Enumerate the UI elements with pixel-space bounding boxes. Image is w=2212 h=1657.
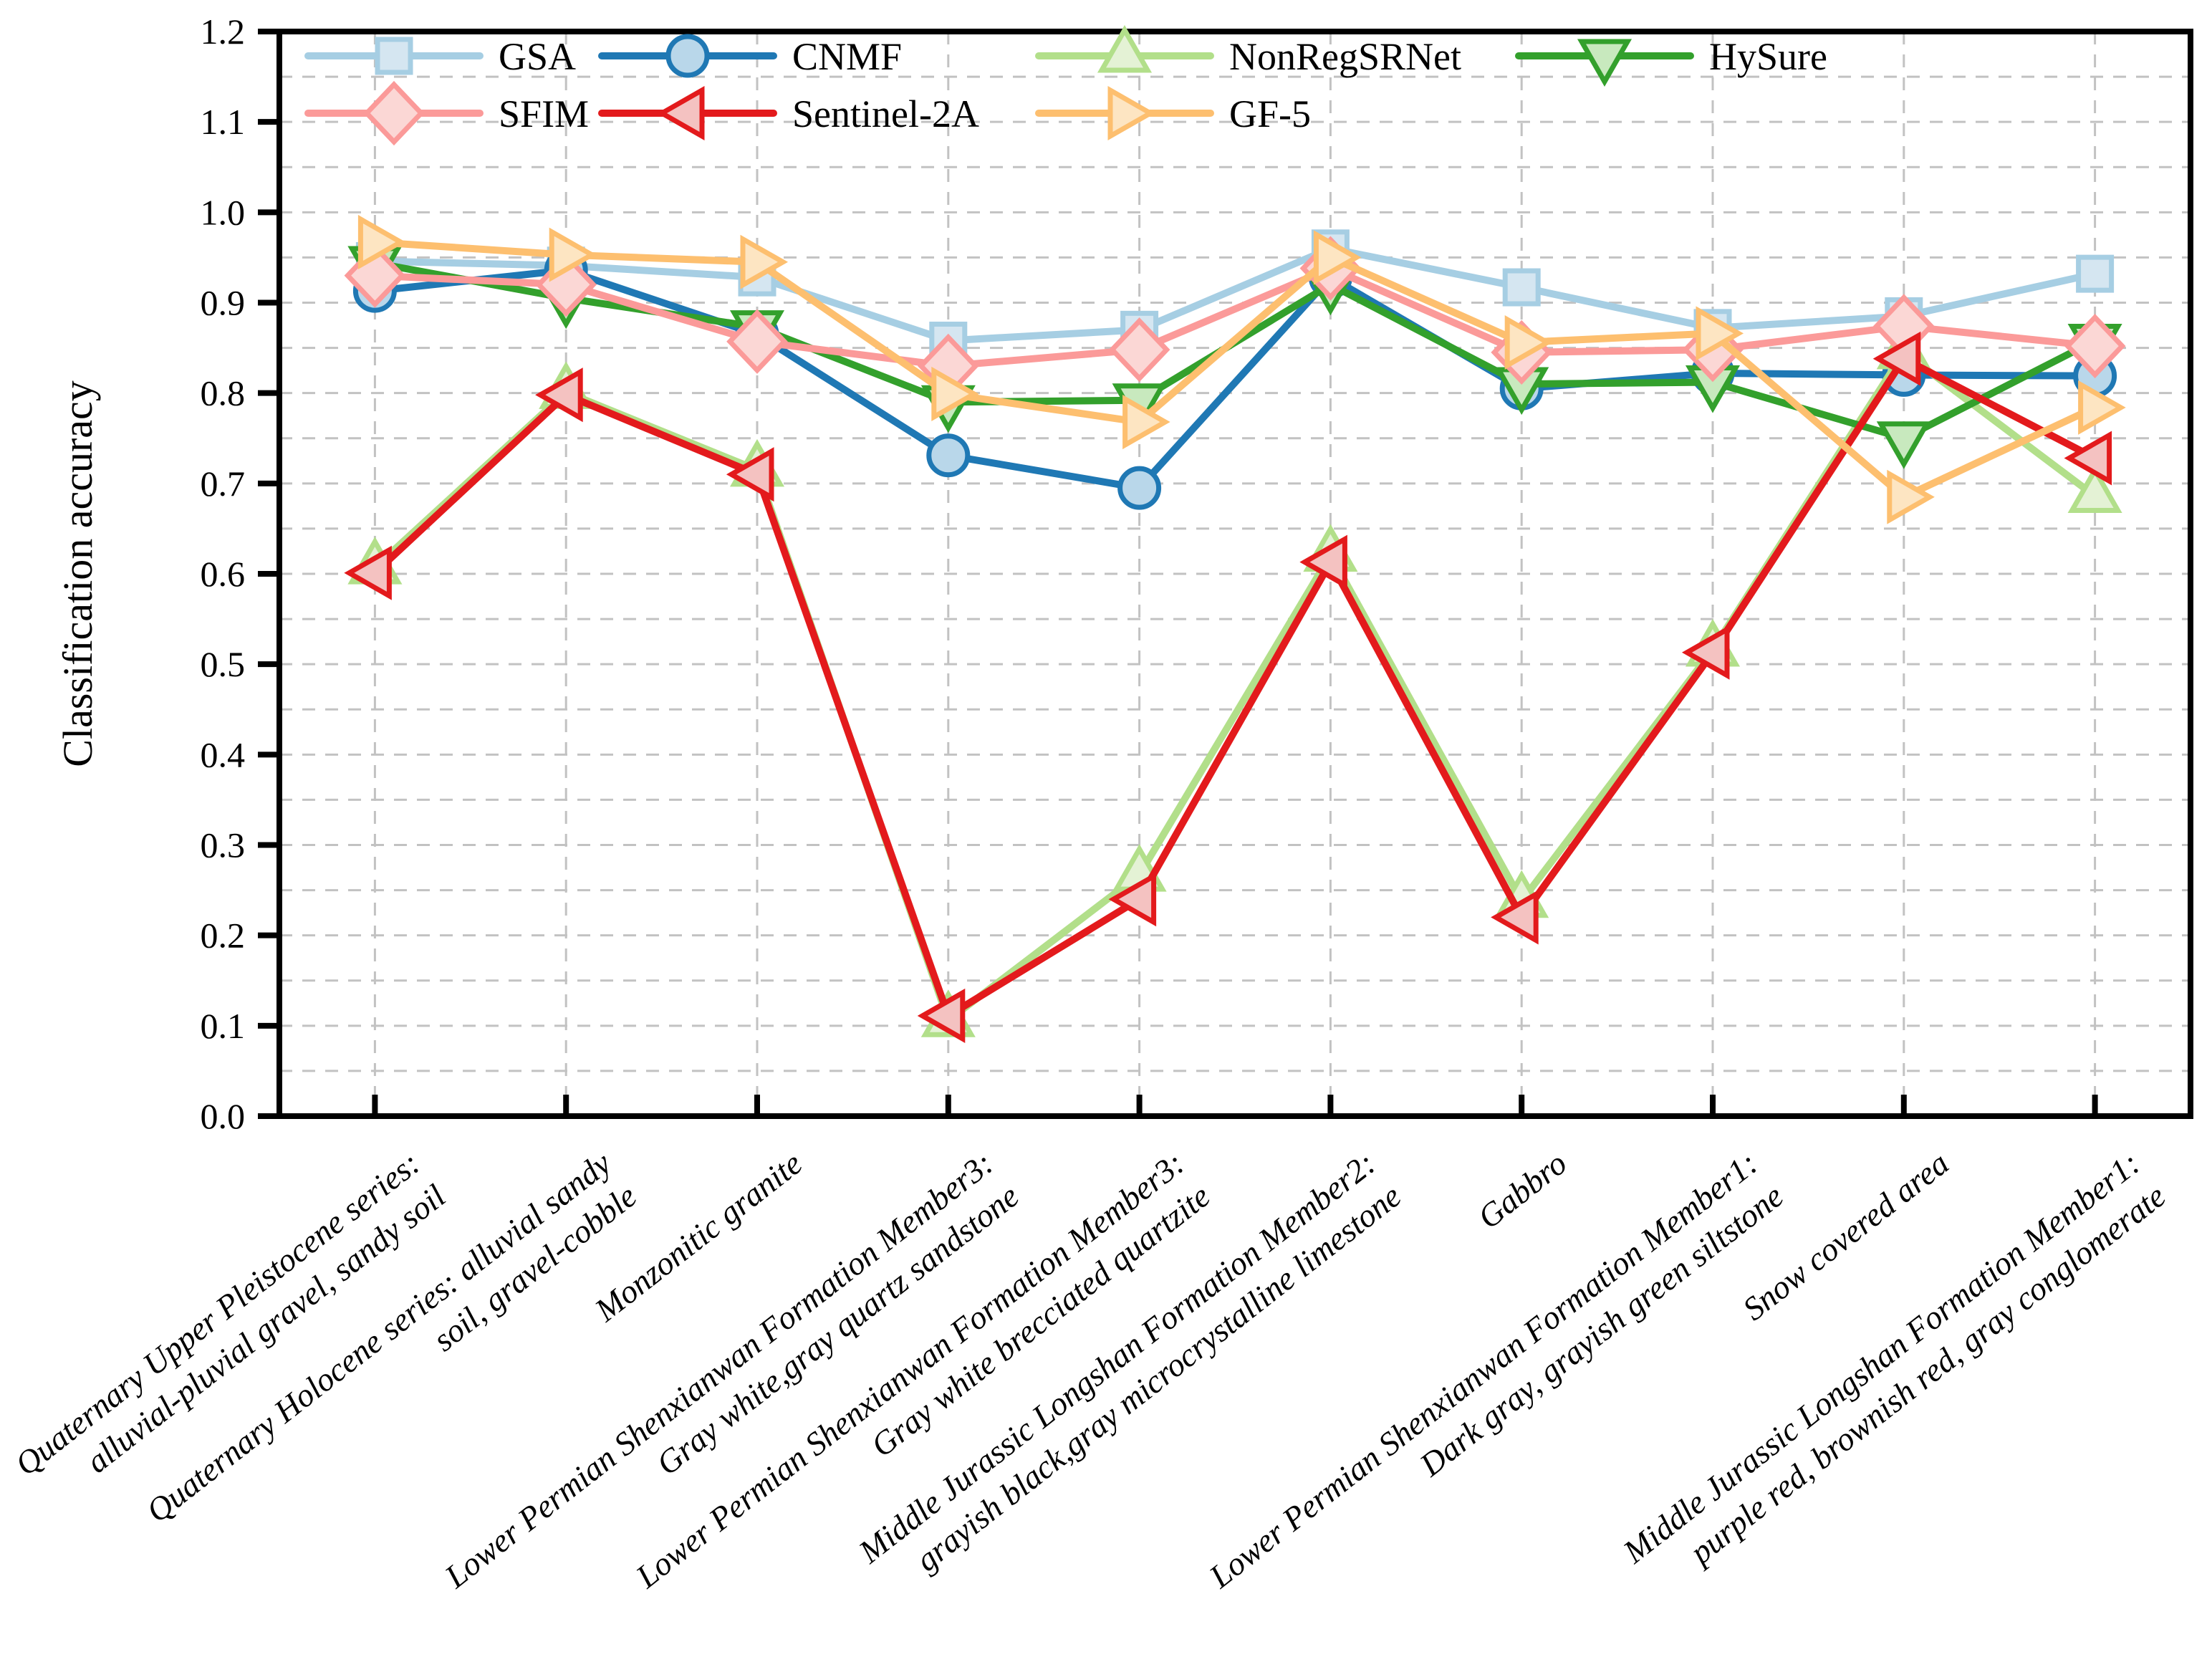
marker-diamond bbox=[2064, 313, 2126, 379]
y-tick-label: 0.8 bbox=[201, 373, 246, 413]
marker-triangle-right bbox=[357, 214, 406, 269]
legend-label: HySure bbox=[1709, 35, 1827, 78]
marker-square bbox=[375, 37, 413, 75]
marker-diamond bbox=[726, 309, 788, 374]
series-line bbox=[371, 266, 2099, 492]
y-tick-label: 1.1 bbox=[201, 102, 246, 142]
marker-triangle-left bbox=[1108, 872, 1157, 927]
marker-triangle-right bbox=[1887, 469, 1935, 524]
marker-triangle-right bbox=[2078, 380, 2126, 435]
legend: GSA CNMF NonRegSRNet HySure SFIM Sentinel-2A G… bbox=[304, 24, 1827, 146]
series-line bbox=[371, 355, 2099, 1019]
y-tick-label: 0.3 bbox=[201, 825, 246, 865]
legend-label: Sentinel-2A bbox=[792, 92, 979, 135]
series-line bbox=[371, 244, 2099, 345]
legend-item-GF-5: GF-5 bbox=[1035, 85, 1311, 141]
gridlines bbox=[279, 32, 2191, 1116]
marker-diamond bbox=[1108, 317, 1170, 383]
marker-triangle-right bbox=[1696, 306, 1744, 361]
marker-triangle-left bbox=[1681, 625, 1730, 680]
marker-triangle-right bbox=[1122, 395, 1170, 450]
marker-square bbox=[1502, 268, 1541, 307]
series-Sentinel-2A bbox=[344, 331, 2112, 1043]
marker-triangle-right bbox=[1504, 314, 1553, 370]
marker-triangle-left bbox=[656, 85, 705, 141]
legend-label: SFIM bbox=[499, 92, 589, 135]
y-tick-label: 1.0 bbox=[201, 192, 246, 232]
marker-triangle-right bbox=[931, 366, 979, 421]
series-line bbox=[371, 264, 2099, 370]
axes-frame bbox=[276, 29, 2193, 1119]
series-GF-5 bbox=[357, 214, 2126, 524]
y-tick-label: 0.2 bbox=[201, 916, 246, 956]
marker-triangle-down bbox=[1577, 39, 1632, 87]
marker-triangle-down bbox=[1876, 421, 1931, 469]
legend-label: GF-5 bbox=[1229, 92, 1311, 135]
marker-triangle-left bbox=[1872, 331, 1921, 386]
marker-triangle-right bbox=[549, 227, 597, 282]
legend-item-GSA: GSA bbox=[304, 35, 576, 78]
marker-triangle-left bbox=[535, 368, 583, 423]
marker-triangle-left bbox=[344, 545, 392, 600]
marker-diamond bbox=[344, 243, 406, 308]
marker-triangle-up bbox=[1097, 24, 1153, 73]
marker-diamond bbox=[363, 80, 425, 146]
legend-label: CNMF bbox=[792, 35, 902, 78]
y-tick-label: 0.5 bbox=[201, 644, 246, 684]
y-tick-label: 0.6 bbox=[201, 554, 246, 594]
marker-triangle-up bbox=[2067, 465, 2122, 513]
marker-circle bbox=[1117, 466, 1162, 510]
y-axis: 0.0 0.1 0.2 0.3 0.4 0.5 0.6 0.7 0.8 0.9 1.0 1.1 1.2 bbox=[201, 11, 278, 1136]
marker-triangle-left bbox=[1491, 890, 1539, 945]
legend-item-CNMF: CNMF bbox=[598, 34, 902, 78]
y-tick-label: 0.0 bbox=[201, 1096, 246, 1136]
y-tick-label: 0.7 bbox=[201, 464, 246, 504]
legend-item-NonRegSRNet: NonRegSRNet bbox=[1035, 24, 1461, 78]
legend-item-HySure: HySure bbox=[1515, 35, 1827, 87]
legend-item-Sentinel-2A: Sentinel-2A bbox=[598, 85, 979, 141]
marker-circle bbox=[665, 34, 710, 78]
marker-square bbox=[2076, 254, 2115, 293]
legend-label: NonRegSRNet bbox=[1229, 35, 1461, 78]
marker-triangle-left bbox=[2064, 431, 2112, 486]
marker-circle bbox=[926, 433, 971, 478]
y-tick-label: 0.1 bbox=[201, 1006, 246, 1046]
marker-triangle-left bbox=[917, 988, 966, 1043]
marker-triangle-right bbox=[740, 234, 789, 289]
y-tick-label: 0.9 bbox=[201, 283, 246, 323]
y-tick-label: 1.2 bbox=[201, 11, 246, 52]
marker-triangle-left bbox=[1299, 534, 1347, 590]
y-axis-title: Classification accuracy bbox=[54, 380, 101, 767]
marker-triangle-right bbox=[1107, 85, 1156, 141]
y-tick-label: 0.4 bbox=[201, 734, 246, 774]
marker-triangle-left bbox=[726, 447, 774, 502]
legend-item-SFIM: SFIM bbox=[304, 80, 589, 146]
legend-label: GSA bbox=[499, 35, 576, 78]
series-line bbox=[371, 238, 2099, 501]
marker-triangle-right bbox=[1313, 230, 1362, 285]
